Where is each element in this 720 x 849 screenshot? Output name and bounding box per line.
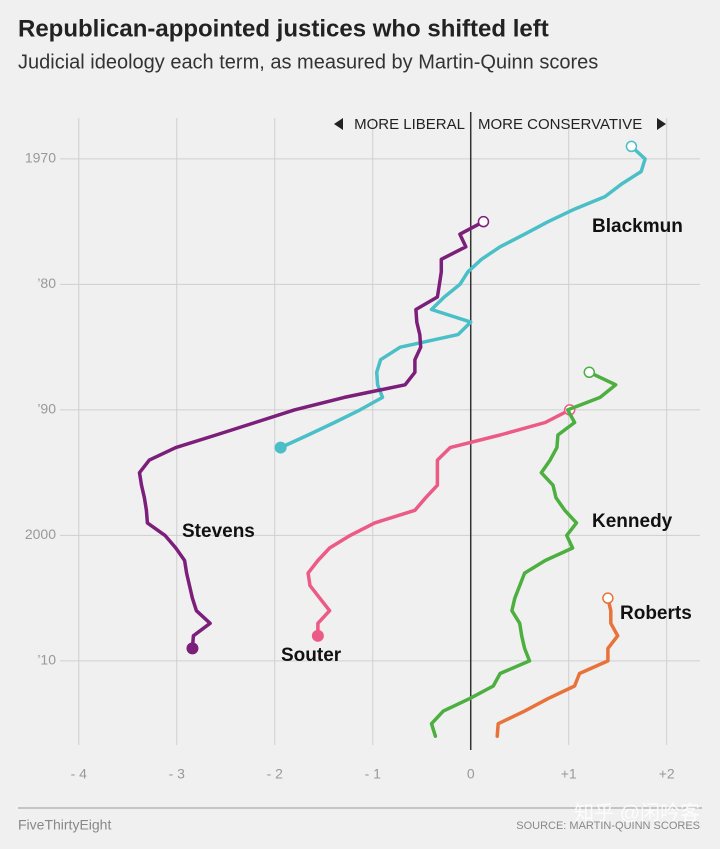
series-label: Kennedy [592, 511, 673, 532]
series-label: Roberts [620, 603, 692, 624]
x-tick-label: - 4 [71, 766, 88, 782]
series-line [278, 144, 647, 450]
y-tick-label: 1970 [25, 150, 56, 166]
arrow-left [334, 118, 343, 130]
footer-brand: FiveThirtyEight [18, 817, 111, 833]
y-tick-label: ’90 [37, 401, 56, 417]
x-tick-label: - 2 [267, 766, 284, 782]
x-tick-label: +1 [561, 766, 577, 782]
end-marker [274, 441, 287, 454]
annotation-left: MORE LIBERAL [354, 116, 465, 133]
start-marker [583, 366, 596, 379]
x-tick-label: - 3 [169, 766, 186, 782]
series-label: Souter [281, 645, 342, 666]
footer-source: SOURCE: MARTIN-QUINN SCORES [516, 820, 700, 832]
series-line [137, 219, 486, 651]
y-tick-label: ’10 [37, 652, 56, 668]
chart-title: Republican-appointed justices who shifte… [18, 15, 549, 42]
series-label: Blackmun [592, 216, 683, 237]
arrow-right [657, 118, 666, 130]
y-tick-label: ’80 [37, 275, 56, 291]
x-tick-label: - 1 [365, 766, 382, 782]
series-line [306, 408, 572, 638]
end-marker [311, 629, 324, 642]
series-line [495, 596, 620, 738]
series-label: Stevens [182, 521, 255, 542]
chart-subtitle: Judicial ideology each term, as measured… [18, 51, 598, 73]
y-tick-label: 2000 [25, 526, 56, 542]
end-marker [186, 642, 199, 655]
annotation-right: MORE CONSERVATIVE [478, 116, 642, 133]
start-marker [625, 140, 638, 153]
lines: Blackmun Stevens Souter Kennedy Roberts [137, 140, 692, 738]
x-tick-label: +2 [659, 766, 675, 782]
x-tick-label: 0 [467, 766, 475, 782]
start-marker [477, 215, 490, 228]
series-line [429, 370, 618, 738]
watermark: 知乎 @闲吟客 [574, 801, 700, 824]
start-marker [602, 592, 614, 604]
